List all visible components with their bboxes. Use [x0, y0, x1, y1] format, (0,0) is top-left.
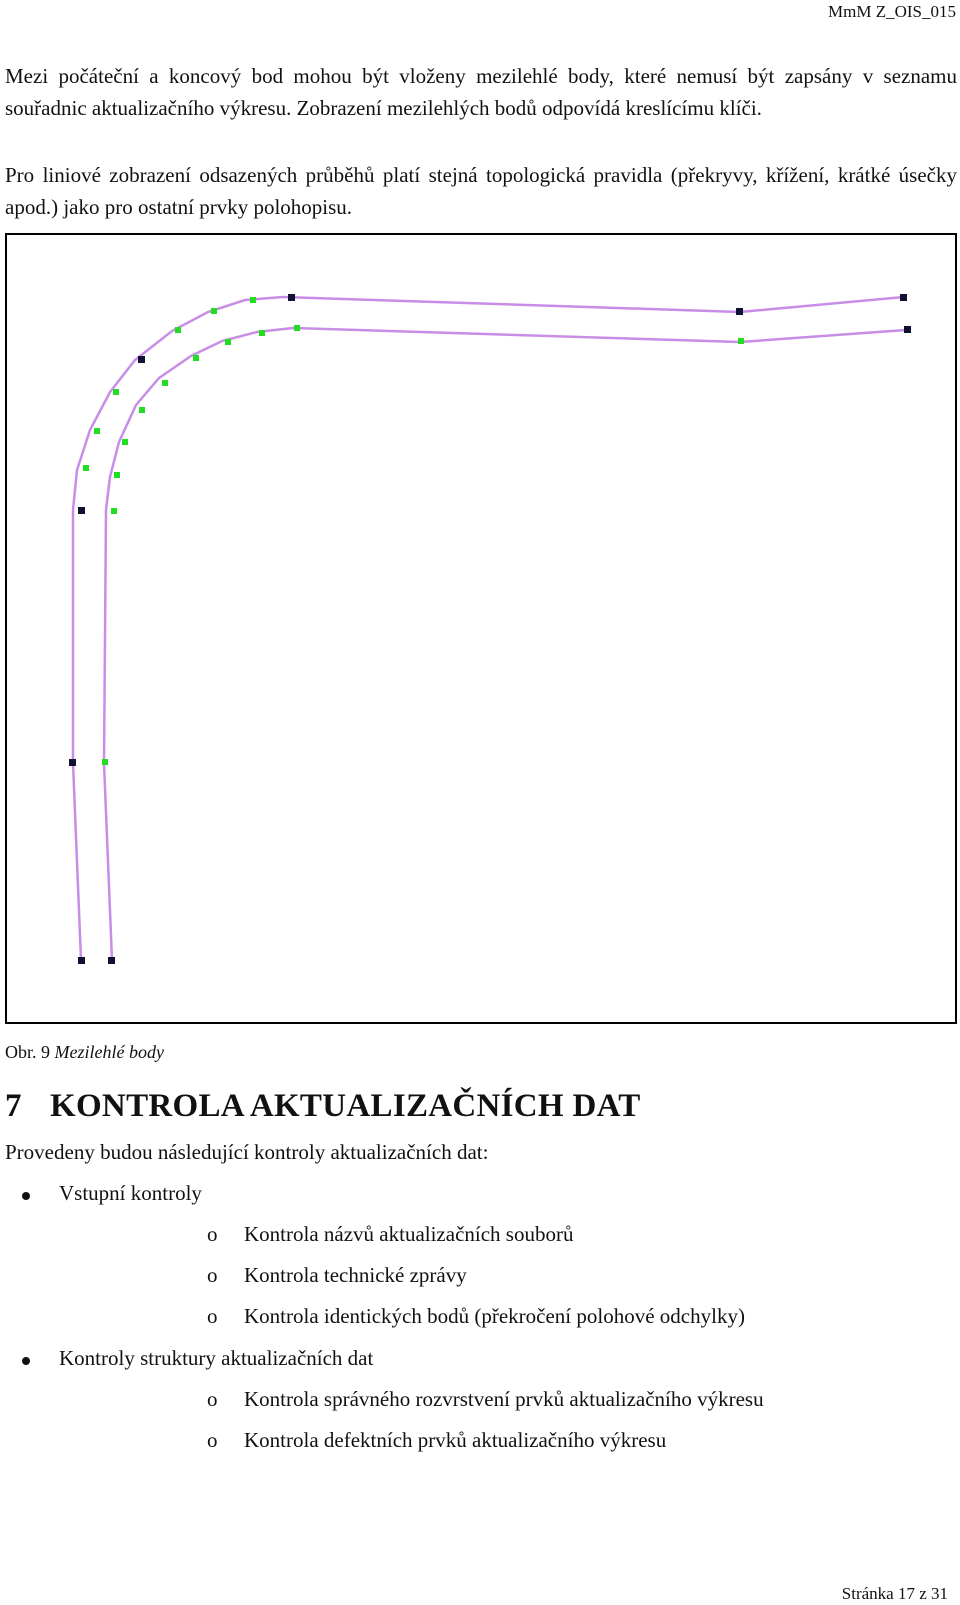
sub-bullet-marker: o — [207, 1428, 218, 1452]
intermediate-point — [738, 338, 744, 344]
intermediate-point — [83, 465, 89, 471]
figure-intermediate-points — [5, 233, 957, 1024]
sub-item-text: Kontrola identických bodů (překročení po… — [244, 1304, 745, 1328]
document-code: MmM Z_OIS_015 — [828, 2, 956, 21]
intermediate-point — [193, 355, 199, 361]
intermediate-point — [225, 339, 231, 345]
endpoint — [900, 294, 907, 301]
sub-item-text: Kontrola defektních prvků aktualizačního… — [244, 1428, 667, 1452]
sub-list-item: o Kontrola defektních prvků aktualizačníh… — [207, 1428, 666, 1453]
sub-bullet-marker: o — [207, 1222, 218, 1246]
sub-list-item: o Kontrola identických bodů (překročení p… — [207, 1304, 745, 1329]
sub-list-item: o Kontrola názvů aktualizačních souborů — [207, 1222, 573, 1247]
endpoint — [138, 356, 145, 363]
figure-drawing — [69, 294, 911, 964]
bullet-label: Kontroly struktury aktualizačních dat — [59, 1346, 374, 1370]
caption-text: Mezilehlé body — [54, 1042, 164, 1062]
intermediate-point — [259, 330, 265, 336]
page-number: Stránka 17 z 31 — [841, 1584, 948, 1603]
intermediate-point — [162, 380, 168, 386]
sub-bullet-marker: o — [207, 1304, 218, 1328]
intermediate-point — [250, 297, 256, 303]
intermediate-point — [102, 759, 108, 765]
paragraph-topology-rules: Pro liniové zobrazení odsazených průběhů… — [5, 163, 957, 219]
bullet-icon — [22, 1192, 30, 1200]
endpoints — [69, 294, 911, 964]
intermediate-point — [111, 508, 117, 514]
intermediate-point — [114, 472, 120, 478]
sub-bullet-marker: o — [207, 1263, 218, 1287]
offset-line-inner — [102, 326, 907, 961]
figure-caption: Obr. 9 Mezilehlé body — [5, 1042, 164, 1063]
bullet-label: Vstupní kontroly — [59, 1181, 202, 1205]
endpoint — [736, 308, 743, 315]
endpoint — [108, 957, 115, 964]
sub-bullet-marker: o — [207, 1387, 218, 1411]
intermediate-point — [294, 325, 300, 331]
sub-item-text: Kontrola technické zprávy — [244, 1263, 467, 1287]
sub-item-text: Kontrola správného rozvrstvení prvků akt… — [244, 1387, 764, 1411]
sub-item-text: Kontrola názvů aktualizačních souborů — [244, 1222, 574, 1246]
section-number: 7 — [5, 1088, 22, 1124]
intermediate-point — [139, 407, 145, 413]
intermediate-point — [211, 308, 217, 314]
sub-list-item: o Kontrola správného rozvrstvení prvků ak… — [207, 1387, 764, 1412]
section-title: KONTROLA AKTUALIZAČNÍCH DAT — [50, 1088, 641, 1124]
caption-number: 9 — [41, 1042, 50, 1062]
section-intro: Provedeny budou následující kontroly akt… — [5, 1140, 489, 1164]
intermediate-point — [113, 389, 119, 395]
endpoint — [78, 507, 85, 514]
bullet-icon — [22, 1357, 30, 1365]
intermediate-point — [94, 428, 100, 434]
intermediate-point — [175, 327, 181, 333]
intermediate-points — [83, 297, 744, 765]
endpoint — [78, 957, 85, 964]
caption-prefix: Obr. — [5, 1042, 37, 1062]
intermediate-point — [122, 439, 128, 445]
paragraph-intermediate-points: Mezi počáteční a koncový bod mohou být v… — [5, 64, 957, 120]
section-heading: 7 KONTROLA AKTUALIZAČNÍCH DAT — [5, 1088, 641, 1125]
endpoint — [288, 294, 295, 301]
sub-list-item: o Kontrola technické zprávy — [207, 1263, 467, 1288]
endpoint — [69, 759, 76, 766]
endpoint — [904, 326, 911, 333]
offset-line-outer — [71, 295, 905, 961]
